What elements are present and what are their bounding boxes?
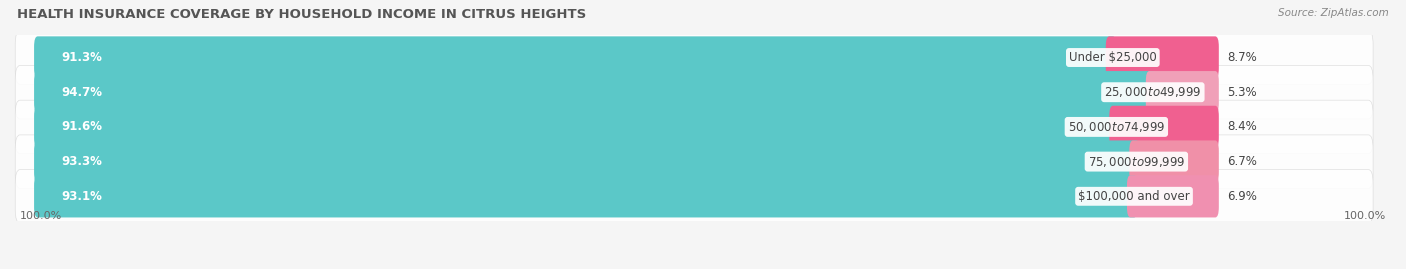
- FancyBboxPatch shape: [1128, 175, 1219, 217]
- FancyBboxPatch shape: [34, 140, 1140, 183]
- Text: 91.3%: 91.3%: [62, 51, 103, 64]
- FancyBboxPatch shape: [15, 135, 1374, 188]
- Text: $75,000 to $99,999: $75,000 to $99,999: [1088, 155, 1185, 169]
- Text: 6.9%: 6.9%: [1227, 190, 1257, 203]
- FancyBboxPatch shape: [1109, 106, 1219, 148]
- Text: HEALTH INSURANCE COVERAGE BY HOUSEHOLD INCOME IN CITRUS HEIGHTS: HEALTH INSURANCE COVERAGE BY HOUSEHOLD I…: [17, 8, 586, 21]
- Text: $100,000 and over: $100,000 and over: [1078, 190, 1189, 203]
- Text: 100.0%: 100.0%: [1344, 211, 1386, 221]
- Text: 91.6%: 91.6%: [62, 121, 103, 133]
- FancyBboxPatch shape: [15, 100, 1374, 154]
- Text: 100.0%: 100.0%: [20, 211, 62, 221]
- FancyBboxPatch shape: [15, 65, 1374, 119]
- Text: 8.4%: 8.4%: [1227, 121, 1257, 133]
- Text: $25,000 to $49,999: $25,000 to $49,999: [1104, 85, 1202, 99]
- FancyBboxPatch shape: [34, 71, 1156, 113]
- Text: 8.7%: 8.7%: [1227, 51, 1257, 64]
- Text: 5.3%: 5.3%: [1227, 86, 1257, 99]
- Text: 93.3%: 93.3%: [62, 155, 103, 168]
- FancyBboxPatch shape: [1129, 140, 1219, 183]
- FancyBboxPatch shape: [15, 31, 1374, 84]
- FancyBboxPatch shape: [15, 169, 1374, 223]
- FancyBboxPatch shape: [34, 106, 1121, 148]
- Text: $50,000 to $74,999: $50,000 to $74,999: [1067, 120, 1166, 134]
- Text: Source: ZipAtlas.com: Source: ZipAtlas.com: [1278, 8, 1389, 18]
- Text: 93.1%: 93.1%: [62, 190, 103, 203]
- FancyBboxPatch shape: [34, 36, 1116, 79]
- FancyBboxPatch shape: [1105, 36, 1219, 79]
- Text: 94.7%: 94.7%: [62, 86, 103, 99]
- Text: Under $25,000: Under $25,000: [1069, 51, 1157, 64]
- FancyBboxPatch shape: [1146, 71, 1219, 113]
- FancyBboxPatch shape: [34, 175, 1137, 217]
- Text: 6.7%: 6.7%: [1227, 155, 1257, 168]
